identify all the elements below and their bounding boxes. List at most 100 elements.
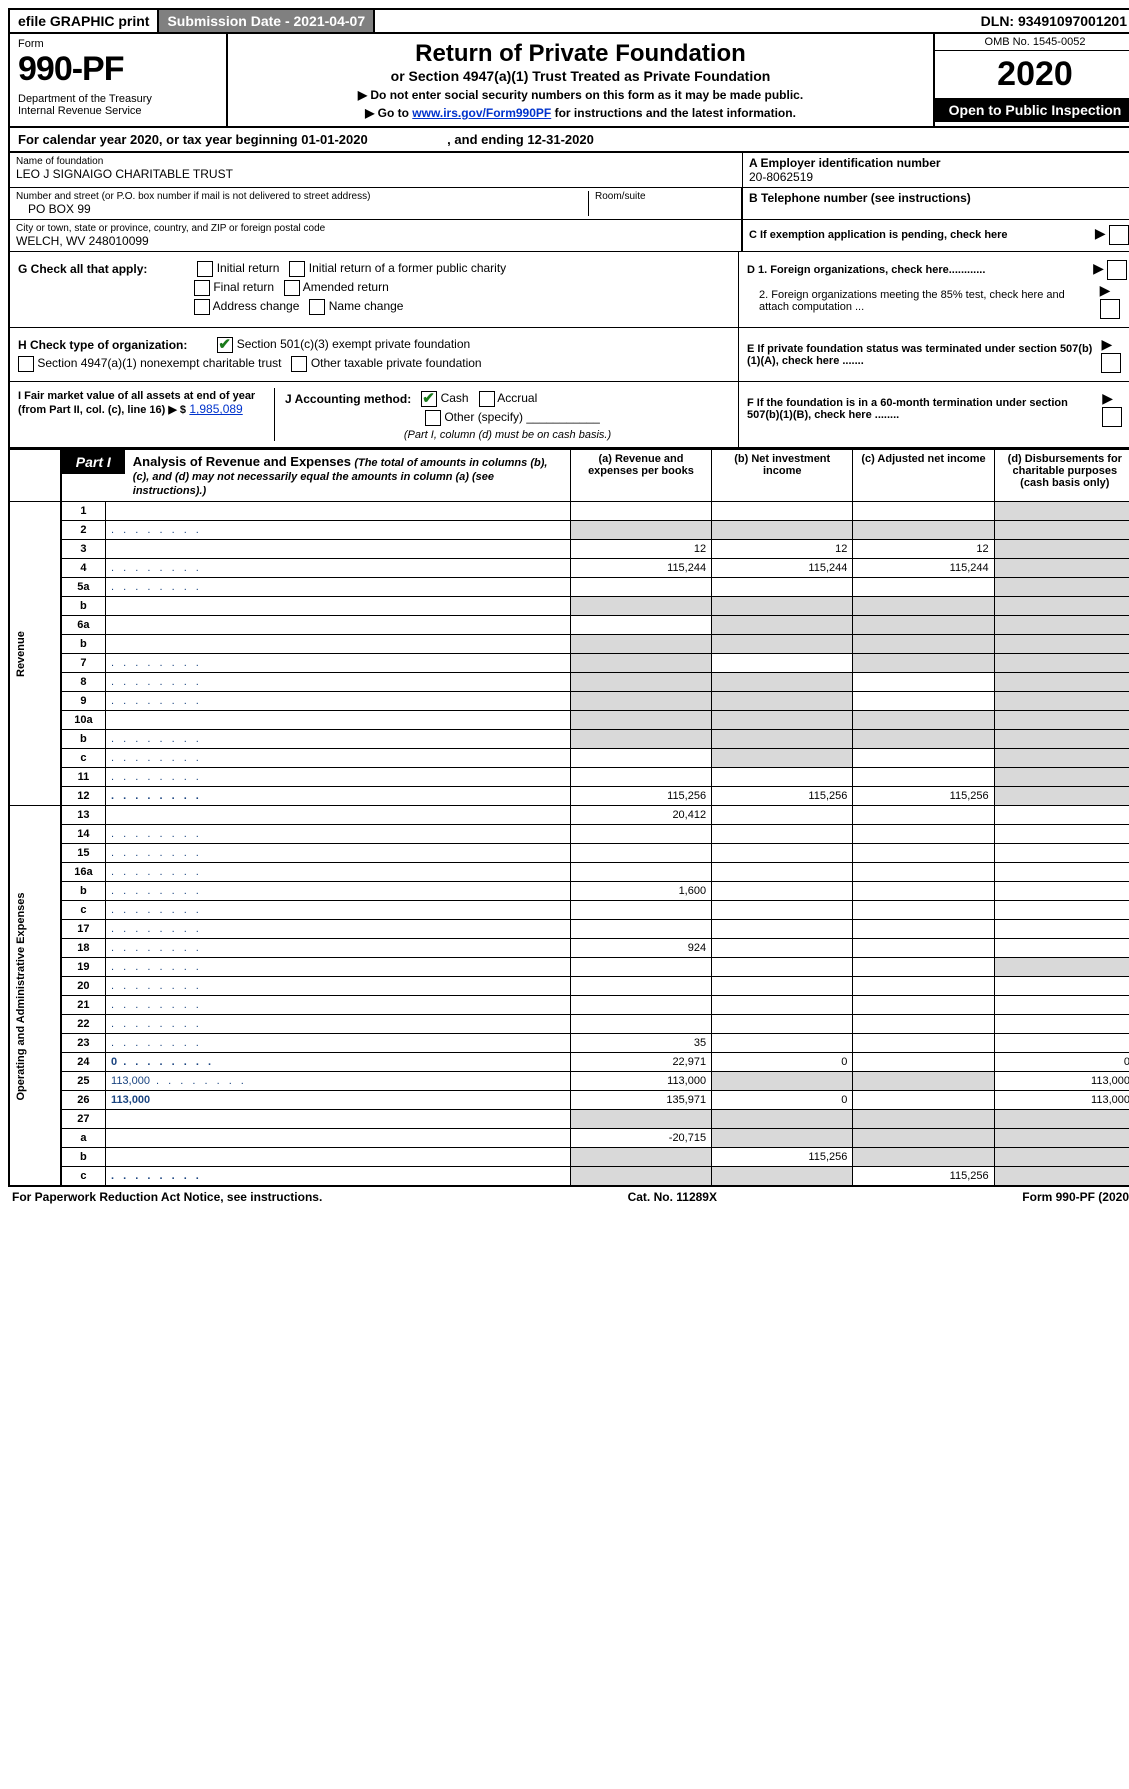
cell-value: 0	[712, 1091, 853, 1110]
cell-value	[712, 996, 853, 1015]
accrual-checkbox[interactable]	[479, 391, 495, 407]
other-method-checkbox[interactable]	[425, 410, 441, 426]
top-bar: efile GRAPHIC print Submission Date - 20…	[8, 8, 1129, 34]
row-description: . . . . . . . .	[106, 1015, 571, 1034]
cell-value	[853, 1148, 994, 1167]
row-number: 3	[61, 540, 106, 559]
final-return-checkbox[interactable]	[194, 280, 210, 296]
cell-value	[570, 711, 711, 730]
501c3-checkbox[interactable]	[217, 337, 233, 353]
cell-value	[712, 1110, 853, 1129]
cell-value: 115,256	[853, 1167, 994, 1187]
cell-value	[570, 958, 711, 977]
row-description: . . . . . . . .	[106, 578, 571, 597]
name-change-checkbox[interactable]	[309, 299, 325, 315]
header-center: Return of Private Foundation or Section …	[228, 34, 933, 126]
cell-value	[712, 692, 853, 711]
cell-value	[853, 597, 994, 616]
row-description: . . . . . . . .	[106, 730, 571, 749]
initial-public-checkbox[interactable]	[289, 261, 305, 277]
cell-value	[570, 1015, 711, 1034]
form-subtitle: or Section 4947(a)(1) Trust Treated as P…	[234, 68, 927, 84]
cell-value	[994, 578, 1129, 597]
cell-value	[570, 616, 711, 635]
cell-value	[853, 901, 994, 920]
cell-value	[712, 863, 853, 882]
cell-value	[570, 844, 711, 863]
cell-value	[853, 920, 994, 939]
header-right: OMB No. 1545-0052 2020 Open to Public In…	[933, 34, 1129, 126]
cell-value	[994, 1148, 1129, 1167]
cell-value	[712, 502, 853, 521]
row-number: 26	[61, 1091, 106, 1110]
initial-return-checkbox[interactable]	[197, 261, 213, 277]
cell-value	[570, 977, 711, 996]
terminated-checkbox[interactable]	[1101, 353, 1121, 373]
row-number: b	[61, 882, 106, 901]
cell-value: 12	[853, 540, 994, 559]
ein-value: 20-8062519	[749, 170, 1129, 184]
expenses-side-label: Operating and Administrative Expenses	[9, 806, 61, 1187]
amended-checkbox[interactable]	[284, 280, 300, 296]
cell-value: 113,000	[994, 1091, 1129, 1110]
row-number: 20	[61, 977, 106, 996]
cell-value	[570, 597, 711, 616]
cell-value	[853, 692, 994, 711]
cell-value	[853, 1072, 994, 1091]
60month-checkbox[interactable]	[1102, 407, 1122, 427]
row-number: 25	[61, 1072, 106, 1091]
pending-checkbox[interactable]	[1109, 225, 1129, 245]
cell-value	[994, 502, 1129, 521]
row-description: . . . . . . . .	[106, 768, 571, 787]
cell-value	[853, 825, 994, 844]
cell-value: 115,256	[712, 787, 853, 806]
row-number: 27	[61, 1110, 106, 1129]
cell-value	[570, 521, 711, 540]
row-description	[106, 1129, 571, 1148]
cell-value	[570, 578, 711, 597]
name-ein-row: Name of foundation LEO J SIGNAIGO CHARIT…	[8, 153, 1129, 188]
cell-value	[570, 730, 711, 749]
form-label: Form	[18, 38, 218, 50]
cell-value	[712, 711, 853, 730]
cell-value	[712, 977, 853, 996]
other-taxable-checkbox[interactable]	[291, 356, 307, 372]
row-number: b	[61, 597, 106, 616]
cell-value	[853, 844, 994, 863]
row-description	[106, 540, 571, 559]
cell-value: 22,971	[570, 1053, 711, 1072]
4947-checkbox[interactable]	[18, 356, 34, 372]
row-number: 9	[61, 692, 106, 711]
cell-value: 113,000	[570, 1072, 711, 1091]
row-description	[106, 502, 571, 521]
row-description: . . . . . . . .	[106, 1034, 571, 1053]
row-description: . . . . . . . .	[106, 1167, 571, 1187]
pending-block: C If exemption application is pending, c…	[742, 220, 1129, 251]
cash-checkbox[interactable]	[421, 391, 437, 407]
foreign-85-checkbox[interactable]	[1100, 299, 1120, 319]
cell-value: 12	[712, 540, 853, 559]
cell-value	[994, 1167, 1129, 1187]
cell-value: 20,412	[570, 806, 711, 825]
col-a-header: (a) Revenue and expenses per books	[570, 450, 711, 502]
row-number: 6a	[61, 616, 106, 635]
row-description: . . . . . . . .	[106, 825, 571, 844]
form-footer: Form 990-PF (2020)	[1022, 1190, 1129, 1204]
part1-table: Part I Analysis of Revenue and Expenses …	[8, 449, 1129, 1187]
cell-value	[994, 559, 1129, 578]
cell-value	[712, 1015, 853, 1034]
cell-value	[994, 806, 1129, 825]
foundation-name-block: Name of foundation LEO J SIGNAIGO CHARIT…	[10, 153, 742, 187]
efile-label: efile GRAPHIC print	[10, 10, 159, 32]
cell-value	[570, 920, 711, 939]
cell-value	[994, 977, 1129, 996]
cell-value	[994, 844, 1129, 863]
foreign-org-checkbox[interactable]	[1107, 260, 1127, 280]
cell-value	[712, 730, 853, 749]
form-number: 990-PF	[18, 50, 218, 89]
row-description: . . . . . . . .	[106, 654, 571, 673]
cell-value	[994, 1034, 1129, 1053]
address-change-checkbox[interactable]	[194, 299, 210, 315]
irs-link[interactable]: www.irs.gov/Form990PF	[412, 106, 551, 120]
col-d-header: (d) Disbursements for charitable purpose…	[994, 450, 1129, 502]
